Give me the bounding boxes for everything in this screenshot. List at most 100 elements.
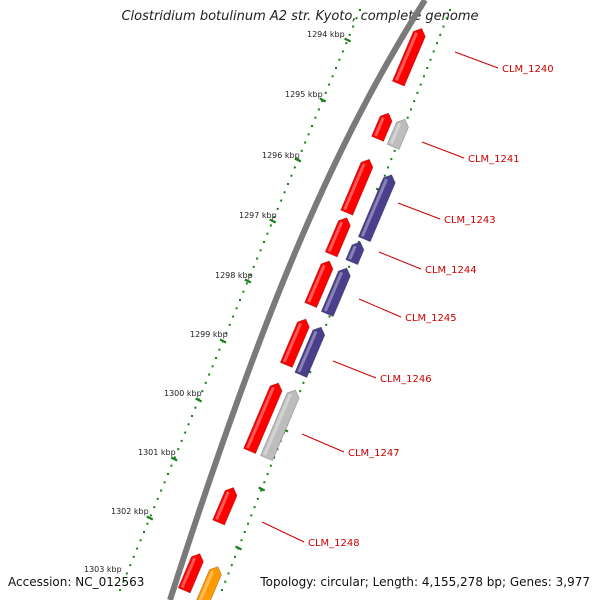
gene-feature xyxy=(357,174,396,243)
track-dot xyxy=(119,589,121,591)
gene-feature xyxy=(195,566,222,600)
track-dot xyxy=(239,299,241,301)
track-dot xyxy=(253,506,256,509)
track-dot xyxy=(338,58,341,61)
gene-feature xyxy=(212,487,238,526)
track-dot xyxy=(263,481,266,484)
tick-mark xyxy=(269,218,277,224)
track-dot xyxy=(167,473,169,475)
track-dot xyxy=(300,149,303,152)
track-dot xyxy=(304,141,307,144)
track-dot xyxy=(442,25,445,28)
track-dot xyxy=(449,9,451,11)
track-dot xyxy=(311,125,313,127)
track-dot xyxy=(416,91,419,94)
gene-label: CLM_1240 xyxy=(502,64,554,75)
callout-line xyxy=(301,433,345,453)
track-dot xyxy=(132,555,135,558)
track-dot xyxy=(163,481,166,484)
track-dot xyxy=(170,464,173,467)
tick-label: 1299 kbp xyxy=(190,330,228,339)
track-dot xyxy=(290,174,293,177)
track-dot xyxy=(299,390,302,393)
feature-highlight xyxy=(297,330,318,373)
track-dot xyxy=(208,373,211,376)
track-dot xyxy=(139,539,142,542)
track-dot xyxy=(393,149,396,152)
track-dot xyxy=(245,282,248,285)
track-dot xyxy=(153,506,156,509)
track-dot xyxy=(266,473,269,475)
feature-arrow xyxy=(304,260,334,309)
track-dot xyxy=(243,531,246,533)
track-dot xyxy=(390,158,393,161)
callout-line xyxy=(397,202,441,220)
track-dot xyxy=(335,67,337,69)
track-dot xyxy=(177,448,180,451)
gene-feature xyxy=(340,158,374,216)
track-dot xyxy=(439,33,442,36)
feature-highlight xyxy=(360,178,388,237)
track-dot xyxy=(413,100,416,103)
track-dot xyxy=(187,423,190,426)
track-dot xyxy=(136,547,139,550)
gene-feature xyxy=(279,318,310,369)
track-dot xyxy=(180,439,183,442)
feature-highlight xyxy=(394,32,418,82)
track-dot xyxy=(429,58,432,61)
tick-label: 1302 kbp xyxy=(111,507,149,516)
tick-label: 1303 kbp xyxy=(84,565,122,574)
track-dot xyxy=(201,390,204,393)
track-dot xyxy=(406,116,409,119)
track-dot xyxy=(252,265,255,268)
track-dot xyxy=(273,216,276,219)
track-dot xyxy=(194,406,197,409)
track-dot xyxy=(283,191,286,194)
map-title: Clostridium botulinum A2 str. Kyoto, com… xyxy=(121,9,479,24)
feature-arrow xyxy=(386,118,409,150)
feature-arrow xyxy=(212,487,238,526)
feature-highlight xyxy=(343,163,366,211)
tick-mark xyxy=(344,37,352,43)
callout-line xyxy=(358,298,402,318)
tick-label: 1296 kbp xyxy=(262,151,300,160)
feature-highlight xyxy=(327,221,344,252)
feature-highlight xyxy=(282,322,303,363)
feature-track xyxy=(177,27,426,600)
feature-arrow xyxy=(324,217,351,258)
gene-feature xyxy=(294,326,326,378)
feature-highlight xyxy=(263,393,292,456)
feature-arrow xyxy=(320,267,351,318)
track-dot xyxy=(293,166,296,169)
gene-feature xyxy=(391,27,426,87)
track-dot xyxy=(359,9,361,11)
track-dot xyxy=(280,199,283,202)
feature-highlight xyxy=(215,491,230,521)
feature-highlight xyxy=(323,271,344,312)
genome-summary-text: Topology: circular; Length: 4,155,278 bp… xyxy=(260,575,590,589)
feature-highlight xyxy=(348,245,357,260)
gene-labels: CLM_1240 CLM_1241 CLM_1243 CLM_1244 CLM_… xyxy=(308,64,554,549)
callout-line xyxy=(454,51,499,69)
feature-arrow xyxy=(243,382,283,455)
track-dot xyxy=(276,207,279,210)
track-dot xyxy=(263,241,265,243)
track-dot xyxy=(355,17,358,20)
tick-label: 1298 kbp xyxy=(215,271,253,280)
track-dot xyxy=(156,497,159,500)
track-dot xyxy=(240,539,243,542)
callout-line xyxy=(421,141,465,159)
feature-arrow xyxy=(195,566,222,600)
tick-label: 1300 kbp xyxy=(164,389,202,398)
track-dot xyxy=(232,315,235,318)
tick-mark xyxy=(219,338,227,344)
tick-mark xyxy=(294,157,302,163)
track-dot xyxy=(247,522,250,525)
gene-label: CLM_1244 xyxy=(425,265,477,276)
track-dot xyxy=(422,75,425,78)
gene-label: CLM_1245 xyxy=(405,313,457,324)
callout-line xyxy=(332,360,377,379)
gene-feature xyxy=(345,241,365,266)
track-dot xyxy=(184,431,187,434)
track-dot xyxy=(227,572,230,575)
